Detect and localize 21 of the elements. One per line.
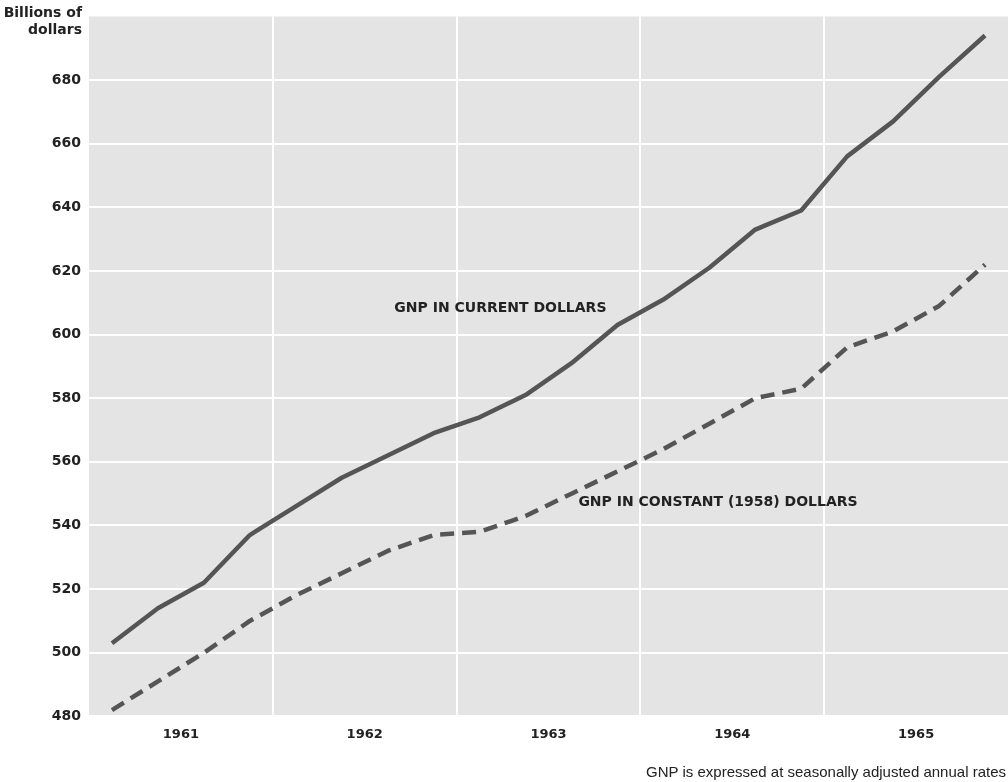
y-tick-label: 600 <box>51 325 82 342</box>
x-tick-label: 1961 <box>162 725 199 741</box>
x-tick-label: 1963 <box>530 725 567 741</box>
y-tick-label: 580 <box>51 388 82 405</box>
y-tick-label: 540 <box>51 516 82 533</box>
y-tick-label: 500 <box>51 643 82 660</box>
y-tick-label: 480 <box>51 707 82 724</box>
series-label: GNP IN CONSTANT (1958) DOLLARS <box>578 492 858 509</box>
y-tick-label: 560 <box>51 452 82 469</box>
x-tick-label: 1964 <box>714 725 751 741</box>
x-tick-label: 1965 <box>898 725 935 741</box>
line-series <box>109 262 988 713</box>
y-tick-label: 640 <box>51 197 82 214</box>
y-axis-title: Billions of dollars <box>2 4 82 38</box>
y-tick-label: 680 <box>51 70 82 87</box>
y-tick-label: 620 <box>51 261 82 278</box>
x-tick-label: 1962 <box>346 725 383 741</box>
y-tick-label: 660 <box>51 134 82 151</box>
series-label: GNP IN CURRENT DOLLARS <box>394 298 607 315</box>
y-tick-label: 520 <box>51 579 82 596</box>
text: GNP is expressed at seasonally adjusted annual rates <box>646 763 1006 780</box>
